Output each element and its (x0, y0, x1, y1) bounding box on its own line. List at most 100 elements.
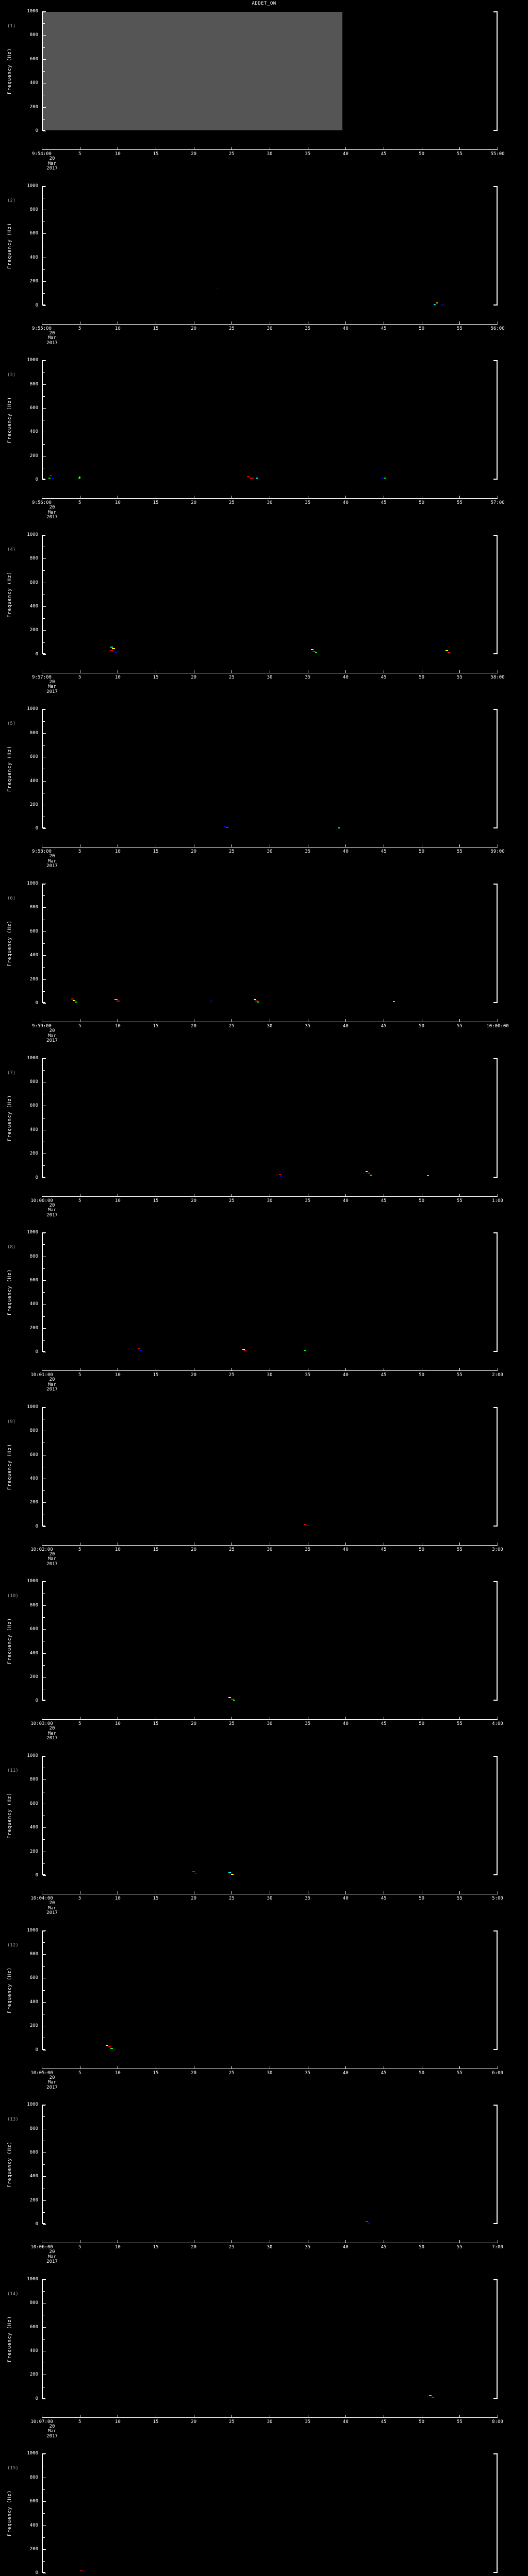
plot-area[interactable] (42, 360, 498, 481)
x-tick-label: 10:02:00 (30, 1547, 53, 1552)
x-tick-label: 45 (381, 500, 387, 506)
x-tick (459, 2065, 460, 2069)
x-axis-date: 20 Mar 2017 (46, 156, 58, 171)
plot-area[interactable] (42, 1406, 498, 1527)
axis-cap (493, 1406, 497, 1408)
plot-area[interactable] (42, 1232, 498, 1353)
x-tick-label: 5 (78, 1721, 81, 1727)
y-tick-major (43, 2549, 46, 2550)
y-tick-minor (43, 2116, 45, 2117)
x-tick-label: 1:00 (492, 1198, 503, 1204)
x-tick-label: 20 (191, 674, 197, 680)
y-tick-minor (43, 1665, 45, 1666)
x-tick-label: 30 (267, 674, 273, 680)
y-tick-label: 0 (35, 2047, 38, 2053)
x-tick-label: 45 (381, 2245, 387, 2250)
x-tick (459, 496, 460, 499)
plot-area[interactable] (42, 1930, 498, 2050)
detection-mark (105, 2044, 108, 2046)
x-axis-line (42, 847, 498, 848)
axis-cap (493, 1874, 497, 1875)
y-tick-label: 400 (29, 2522, 38, 2528)
x-tick-label: 20 (191, 2419, 197, 2425)
axis-cap (493, 1581, 497, 1583)
x-axis-date: 20 Mar 2017 (46, 1202, 58, 1218)
y-tick-major (43, 2200, 46, 2201)
x-axis-line (42, 1719, 498, 1720)
y-tick-label: 600 (29, 2149, 38, 2155)
x-tick-label: 45 (381, 1547, 387, 1552)
y-tick-label: 400 (29, 2174, 38, 2179)
plot-area[interactable] (42, 11, 498, 131)
x-tick (459, 844, 460, 848)
detection-mark (242, 1349, 245, 1350)
spectrogram-panel: 0 200 400 600 800 1000 Frequency (Hz) (12) 10:05… (0, 1928, 528, 2102)
y-tick-major (43, 733, 46, 734)
y-tick-label: 400 (29, 953, 38, 958)
y-axis-left-spine (42, 360, 43, 480)
x-tick-label: 45 (381, 1896, 387, 1901)
y-tick-major (43, 2176, 46, 2177)
y-tick-major (43, 931, 46, 932)
axis-cap (42, 185, 45, 187)
x-tick-label: 25 (228, 500, 235, 506)
y-tick-major (43, 281, 46, 282)
x-tick (459, 2414, 460, 2417)
x-tick-label: 40 (342, 674, 349, 680)
x-tick-label: 25 (228, 1024, 235, 1029)
plot-area[interactable] (42, 2453, 498, 2574)
x-tick-label: 45 (381, 1024, 387, 1029)
x-tick-label: 25 (228, 2245, 235, 2250)
axis-cap (493, 827, 497, 829)
x-tick-label: 10 (114, 1024, 121, 1029)
y-tick-major (43, 828, 46, 829)
y-tick-label: 1000 (27, 1230, 38, 1235)
axis-cap (42, 360, 45, 362)
y-tick-label: 1000 (27, 881, 38, 886)
x-tick-label: 30 (267, 1547, 273, 1552)
detection-mark (310, 649, 314, 651)
plot-area[interactable] (42, 1058, 498, 1178)
x-tick-label: 40 (342, 1896, 349, 1901)
x-tick-label: 8:00 (492, 2419, 503, 2425)
x-tick-label: 9:59:00 (32, 1024, 52, 1029)
y-axis-title: Frequency (Hz) (7, 397, 12, 444)
detection-mark (392, 1001, 395, 1002)
x-tick-label: 55 (456, 1198, 463, 1204)
x-tick-label: 15 (153, 674, 159, 680)
x-tick (459, 1368, 460, 1371)
plot-area[interactable] (42, 709, 498, 829)
detection-mark (257, 1002, 260, 1003)
plot-area[interactable] (42, 534, 498, 655)
plot-area[interactable] (42, 2279, 498, 2399)
x-tick-label: 35 (305, 849, 311, 855)
x-tick-label: 50 (419, 2419, 425, 2425)
plot-area[interactable] (42, 185, 498, 306)
detection-mark (304, 1349, 306, 1351)
y-tick-minor (43, 967, 45, 968)
y-axis-title: Frequency (Hz) (7, 1967, 12, 2013)
plot-area[interactable] (42, 1756, 498, 1876)
x-tick-label: 50 (419, 500, 425, 506)
x-tick-label: 10:06:00 (30, 2245, 53, 2250)
x-tick (345, 1717, 346, 1720)
y-tick-label: 1000 (27, 706, 38, 712)
y-tick-label: 800 (29, 1253, 38, 1259)
y-axis-left-spine (42, 2105, 43, 2225)
plot-area[interactable] (42, 2105, 498, 2225)
x-axis-date: 20 Mar 2017 (46, 1028, 58, 1043)
y-tick-label: 600 (29, 928, 38, 934)
plot-area[interactable] (42, 884, 498, 1004)
x-tick-label: 5 (78, 849, 81, 855)
y-tick-label: 800 (29, 2300, 38, 2306)
y-tick-label: 600 (29, 1277, 38, 1283)
x-tick-label: 25 (228, 1372, 235, 1378)
detection-mark (114, 651, 117, 653)
detection-mark (368, 1173, 371, 1174)
x-tick-label: 20 (191, 2245, 197, 2250)
y-axis-right-spine (497, 360, 498, 480)
y-tick-minor (43, 71, 45, 72)
detection-mark (440, 304, 444, 306)
x-axis-date: 20 Mar 2017 (46, 854, 58, 869)
plot-area[interactable] (42, 1581, 498, 1702)
